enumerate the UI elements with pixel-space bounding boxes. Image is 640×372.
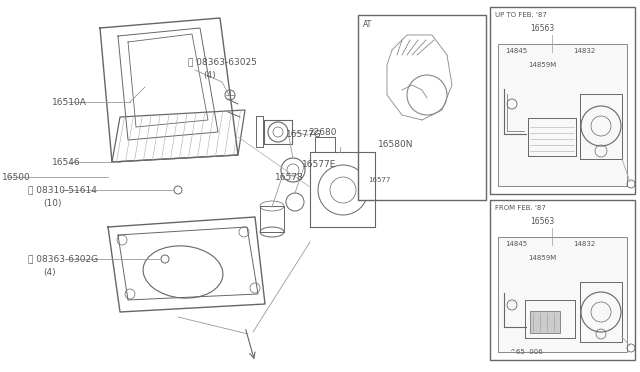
Text: Ⓢ 08363-6302G: Ⓢ 08363-6302G [28, 254, 98, 263]
Text: 16577E: 16577E [302, 160, 337, 169]
Text: UP TO FEB. '87: UP TO FEB. '87 [495, 12, 547, 18]
Bar [498, 237, 627, 352]
Text: 16500: 16500 [2, 173, 31, 182]
Bar [490, 7, 635, 194]
Text: 16577: 16577 [368, 177, 390, 183]
Text: 16546: 16546 [52, 157, 81, 167]
Text: Ⓢ 08363-63025: Ⓢ 08363-63025 [188, 58, 257, 67]
Bar [358, 15, 486, 200]
Text: AT: AT [363, 20, 372, 29]
Text: FROM FEB. '87: FROM FEB. '87 [495, 205, 546, 211]
Text: 22680: 22680 [308, 128, 337, 137]
Text: Ⓢ 08310-51614: Ⓢ 08310-51614 [28, 186, 97, 195]
Text: ^65  006: ^65 006 [510, 349, 543, 355]
Text: (4): (4) [43, 267, 56, 276]
Text: 14832: 14832 [573, 241, 595, 247]
Text: 16577G: 16577G [286, 129, 322, 138]
Text: 16578: 16578 [275, 173, 304, 182]
Bar [490, 200, 635, 360]
Bar [498, 44, 627, 186]
Bar [530, 311, 560, 333]
Text: 14845: 14845 [505, 48, 527, 54]
Text: 14845: 14845 [505, 241, 527, 247]
Text: 16510A: 16510A [52, 97, 87, 106]
Text: 16563: 16563 [530, 24, 554, 33]
Text: (10): (10) [43, 199, 61, 208]
Text: 14832: 14832 [573, 48, 595, 54]
Text: 16563: 16563 [530, 217, 554, 226]
Text: 14859M: 14859M [528, 255, 556, 261]
Text: 16580N: 16580N [378, 140, 413, 148]
Text: 14859M: 14859M [528, 62, 556, 68]
Text: (4): (4) [203, 71, 216, 80]
